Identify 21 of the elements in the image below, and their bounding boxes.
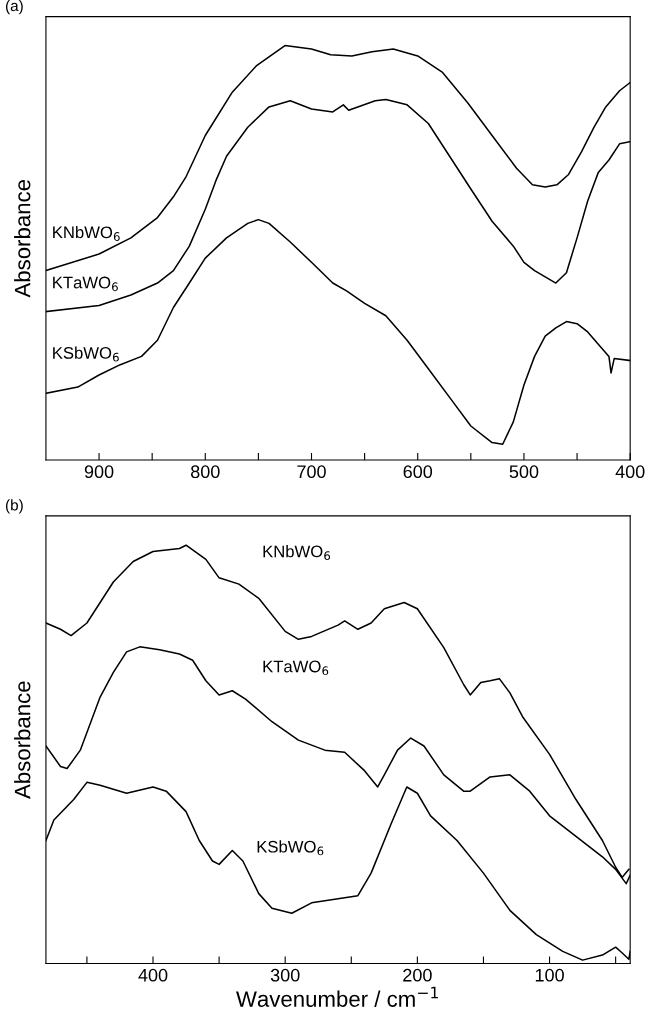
series-label: KTaWO$_{6}$ — [53, 276, 118, 292]
x-tick-label: 200 — [403, 968, 432, 982]
text: KNbWO$_{6}$ — [263, 545, 331, 561]
series-label: KNbWO$_{6}$ — [53, 225, 120, 241]
y-axis-title: Absorbance — [14, 179, 31, 298]
series-label: KSbWO$_{6}$ — [53, 346, 119, 362]
y-axis-title: Absorbance — [14, 681, 31, 799]
x-tick-label: 300 — [270, 968, 300, 982]
x-tick-label: 400 — [615, 465, 645, 479]
x-tick-label: 800 — [191, 465, 220, 479]
chart-title: (a) — [5, 0, 23, 15]
x-tick-label: 100 — [535, 968, 564, 982]
x-tick-label: 600 — [403, 465, 433, 479]
chart-title: (b) — [5, 499, 23, 514]
series-label: KSbWO$_{6}$ — [257, 840, 324, 856]
series-label: KTaWO$_{6}$ — [263, 660, 329, 676]
x-axis-title: Wavenumber / cm$^{−1}$ — [236, 986, 438, 1007]
x-tick-label: 700 — [297, 465, 326, 479]
x-tick-label: 400 — [138, 968, 168, 982]
x-tick-label: 500 — [509, 465, 539, 479]
x-tick-label: 900 — [84, 465, 114, 479]
